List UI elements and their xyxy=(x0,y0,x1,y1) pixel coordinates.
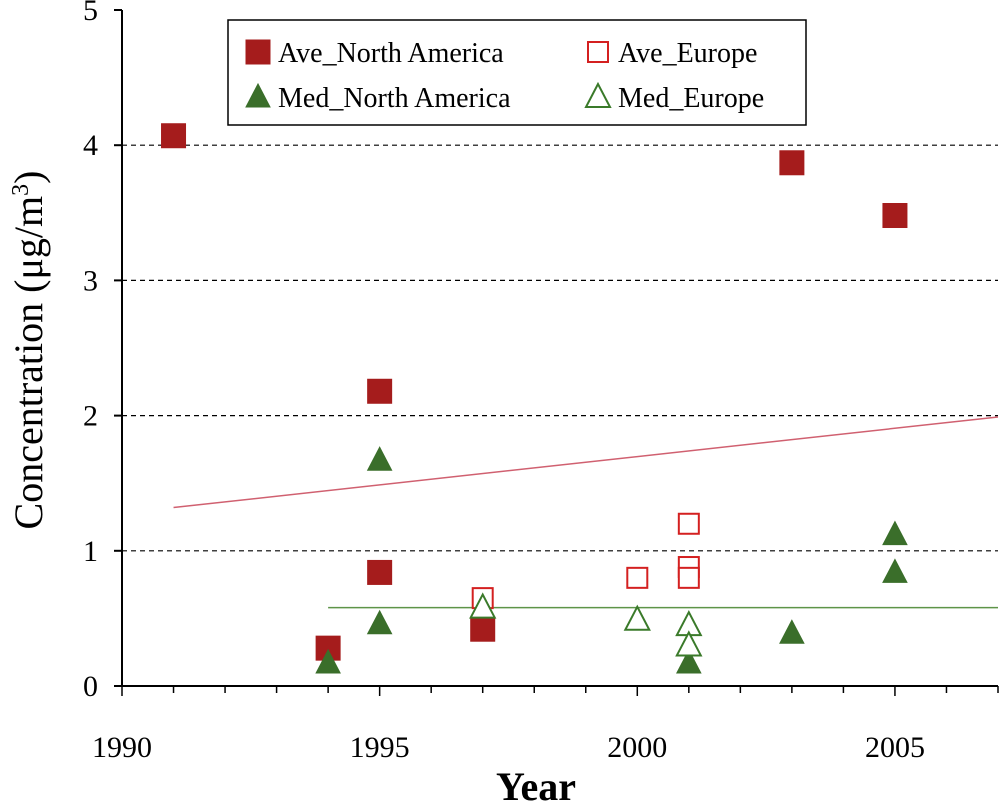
x-tick-label: 2000 xyxy=(607,731,667,764)
legend-marker xyxy=(245,82,271,108)
data-point xyxy=(315,648,341,674)
data-point xyxy=(161,123,187,149)
data-point xyxy=(779,619,805,644)
data-point xyxy=(366,609,393,635)
y-tick-label: 3 xyxy=(83,264,98,297)
legend: Ave_North America Ave_Europe Med_North Ame… xyxy=(227,19,807,126)
legend-item: Ave_North America xyxy=(245,38,504,69)
legend-label: Ave_North America xyxy=(278,38,504,69)
data-point xyxy=(367,378,393,404)
x-tick-label: 1990 xyxy=(92,731,152,764)
data-point xyxy=(675,630,703,657)
data-point xyxy=(882,203,908,229)
data-point xyxy=(470,616,496,642)
data-point xyxy=(675,648,702,674)
data-point xyxy=(626,566,649,589)
legend-item: Med_Europe xyxy=(584,81,764,114)
data-point xyxy=(469,592,497,619)
data-point xyxy=(366,446,393,471)
y-tick-label: 1 xyxy=(83,535,98,568)
legend-label: Med_Europe xyxy=(618,83,764,114)
trend-ave-line xyxy=(173,416,999,509)
series-Med_North America xyxy=(315,446,908,674)
data-point xyxy=(882,558,908,583)
y-tick-label: 2 xyxy=(83,400,98,433)
legend-marker xyxy=(587,41,609,63)
y-tick-label: 5 xyxy=(83,0,98,27)
y-tick-label: 0 xyxy=(83,670,98,703)
legend-item: Ave_Europe xyxy=(587,38,757,69)
legend-item: Med_North America xyxy=(245,82,511,114)
data-point xyxy=(367,559,393,585)
series-Ave_North America xyxy=(161,123,908,661)
x-tick-label: 2005 xyxy=(865,731,925,764)
trendlines xyxy=(173,416,999,609)
series-Med_Europe xyxy=(469,592,703,657)
data-point xyxy=(882,520,908,546)
series-Ave_Europe xyxy=(471,512,700,610)
x-axis-title: Year xyxy=(496,764,576,805)
legend-box xyxy=(227,19,807,126)
y-axis-title: Concentration (μg/m3) xyxy=(6,171,51,530)
data-point xyxy=(677,566,700,589)
legend-marker xyxy=(245,39,271,65)
data-point xyxy=(623,604,651,631)
legend-label: Med_North America xyxy=(278,83,511,114)
axes xyxy=(121,10,998,687)
data-point xyxy=(677,512,700,535)
data-point xyxy=(779,150,805,176)
ticks: 0 1 2 3 4 5 1990 1995 2000 2005 xyxy=(83,0,999,764)
gridlines xyxy=(122,144,998,552)
y-tick-label: 4 xyxy=(83,129,98,162)
legend-marker xyxy=(584,81,612,108)
legend-label: Ave_Europe xyxy=(618,38,757,69)
data-points xyxy=(161,123,908,674)
x-tick-label: 1995 xyxy=(350,731,410,764)
